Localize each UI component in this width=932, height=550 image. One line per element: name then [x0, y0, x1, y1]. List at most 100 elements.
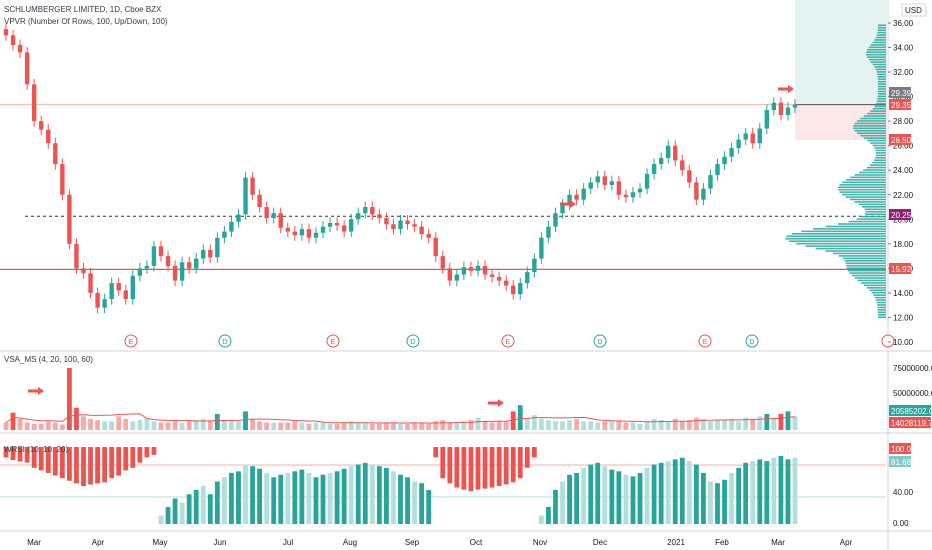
candle-body[interactable]	[764, 110, 770, 129]
candle-body[interactable]	[67, 194, 72, 244]
candle-body[interactable]	[595, 176, 600, 183]
candle-body[interactable]	[243, 177, 248, 215]
chart-title[interactable]: SCHLUMBERGER LIMITED, 1D, Cboe BZX	[4, 5, 162, 14]
candle-body[interactable]	[3, 29, 9, 36]
candle-body[interactable]	[179, 262, 185, 281]
candle-body[interactable]	[109, 283, 114, 300]
candle-body[interactable]	[271, 213, 276, 219]
dividend-event-icon[interactable]	[406, 334, 420, 348]
candle-body[interactable]	[81, 268, 86, 274]
currency-button[interactable]	[901, 3, 927, 17]
candle-body[interactable]	[694, 182, 699, 200]
candle-body[interactable]	[518, 283, 523, 295]
candle-body[interactable]	[299, 229, 305, 236]
candle-body[interactable]	[250, 177, 255, 195]
earnings-event-icon[interactable]	[698, 334, 712, 348]
candle-body[interactable]	[785, 107, 791, 116]
candle-body[interactable]	[736, 139, 741, 149]
candle-body[interactable]	[31, 84, 37, 122]
candle-body[interactable]	[88, 273, 93, 293]
candle-body[interactable]	[151, 246, 157, 266]
candle-body[interactable]	[356, 213, 361, 220]
candle-body[interactable]	[313, 232, 319, 238]
candle-body[interactable]	[581, 188, 586, 200]
candle-body[interactable]	[39, 121, 44, 130]
candle-body[interactable]	[560, 204, 565, 214]
candle-body[interactable]	[637, 188, 643, 193]
candle-body[interactable]	[194, 258, 199, 269]
candle-body[interactable]	[623, 194, 629, 198]
candle-body[interactable]	[292, 231, 298, 236]
dividend-event-icon[interactable]	[593, 334, 607, 348]
candle-body[interactable]	[229, 221, 234, 232]
candle-body[interactable]	[503, 280, 509, 286]
candle-body[interactable]	[412, 224, 417, 227]
candle-body[interactable]	[729, 148, 734, 157]
candle-body[interactable]	[46, 129, 51, 144]
candle-body[interactable]	[186, 262, 192, 269]
candle-body[interactable]	[306, 229, 312, 238]
candle-body[interactable]	[405, 220, 410, 225]
candle-body[interactable]	[201, 249, 206, 259]
candle-body[interactable]	[750, 133, 755, 144]
candle-body[interactable]	[680, 160, 685, 171]
candle-body[interactable]	[236, 214, 241, 222]
candle-body[interactable]	[341, 225, 347, 232]
candle-body[interactable]	[215, 237, 220, 258]
candle-body[interactable]	[757, 128, 762, 144]
candle-body[interactable]	[285, 227, 290, 232]
candle-body[interactable]	[701, 188, 706, 200]
candle-body[interactable]	[208, 249, 213, 258]
candle-body[interactable]	[609, 181, 615, 185]
candle-body[interactable]	[433, 237, 438, 257]
candle-body[interactable]	[567, 194, 572, 205]
candle-body[interactable]	[158, 246, 164, 257]
candle-body[interactable]	[102, 299, 107, 308]
candle-body[interactable]	[440, 256, 445, 269]
candle-body[interactable]	[532, 258, 537, 273]
candle-body[interactable]	[454, 274, 460, 281]
candle-body[interactable]	[384, 218, 389, 225]
earnings-event-icon[interactable]	[326, 334, 340, 348]
candle-body[interactable]	[95, 292, 100, 308]
candle-body[interactable]	[348, 219, 354, 232]
candle-body[interactable]	[17, 45, 23, 53]
candle-body[interactable]	[60, 164, 65, 195]
candle-body[interactable]	[123, 290, 128, 300]
candle-body[interactable]	[130, 275, 136, 300]
candle-body[interactable]	[771, 102, 777, 111]
candle-body[interactable]	[722, 156, 727, 165]
candle-body[interactable]	[116, 283, 121, 291]
indicator-legend[interactable]: VPVR (Number Of Rows, 100, Up/Down, 100)	[4, 17, 168, 26]
candle-body[interactable]	[377, 214, 382, 219]
candle-body[interactable]	[644, 173, 650, 189]
candle-body[interactable]	[165, 256, 171, 266]
candle-body[interactable]	[511, 285, 516, 295]
candle-body[interactable]	[743, 133, 748, 140]
candle-body[interactable]	[327, 222, 333, 227]
candle-body[interactable]	[630, 192, 636, 198]
candle-body[interactable]	[482, 265, 488, 275]
candle-body[interactable]	[419, 226, 424, 235]
candle-body[interactable]	[658, 157, 664, 165]
candle-body[interactable]	[475, 265, 481, 271]
candle-body[interactable]	[553, 213, 558, 227]
candle-body[interactable]	[539, 237, 544, 259]
vsa-indicator-legend[interactable]: VSA_MS (4, 20, 100, 60)	[4, 355, 93, 364]
candle-body[interactable]	[398, 220, 403, 230]
candle-body[interactable]	[334, 222, 340, 226]
candle-body[interactable]	[320, 226, 326, 233]
candle-body[interactable]	[10, 35, 16, 46]
earnings-event-icon[interactable]	[501, 334, 515, 348]
candle-body[interactable]	[546, 226, 551, 238]
candle-body[interactable]	[708, 175, 713, 189]
candle-body[interactable]	[74, 243, 79, 269]
candle-body[interactable]	[264, 207, 269, 219]
earnings-event-icon[interactable]	[124, 334, 138, 348]
candle-body[interactable]	[525, 272, 530, 284]
candle-body[interactable]	[257, 194, 262, 208]
candle-body[interactable]	[461, 267, 467, 275]
candle-body[interactable]	[616, 181, 622, 195]
candle-body[interactable]	[673, 145, 678, 161]
